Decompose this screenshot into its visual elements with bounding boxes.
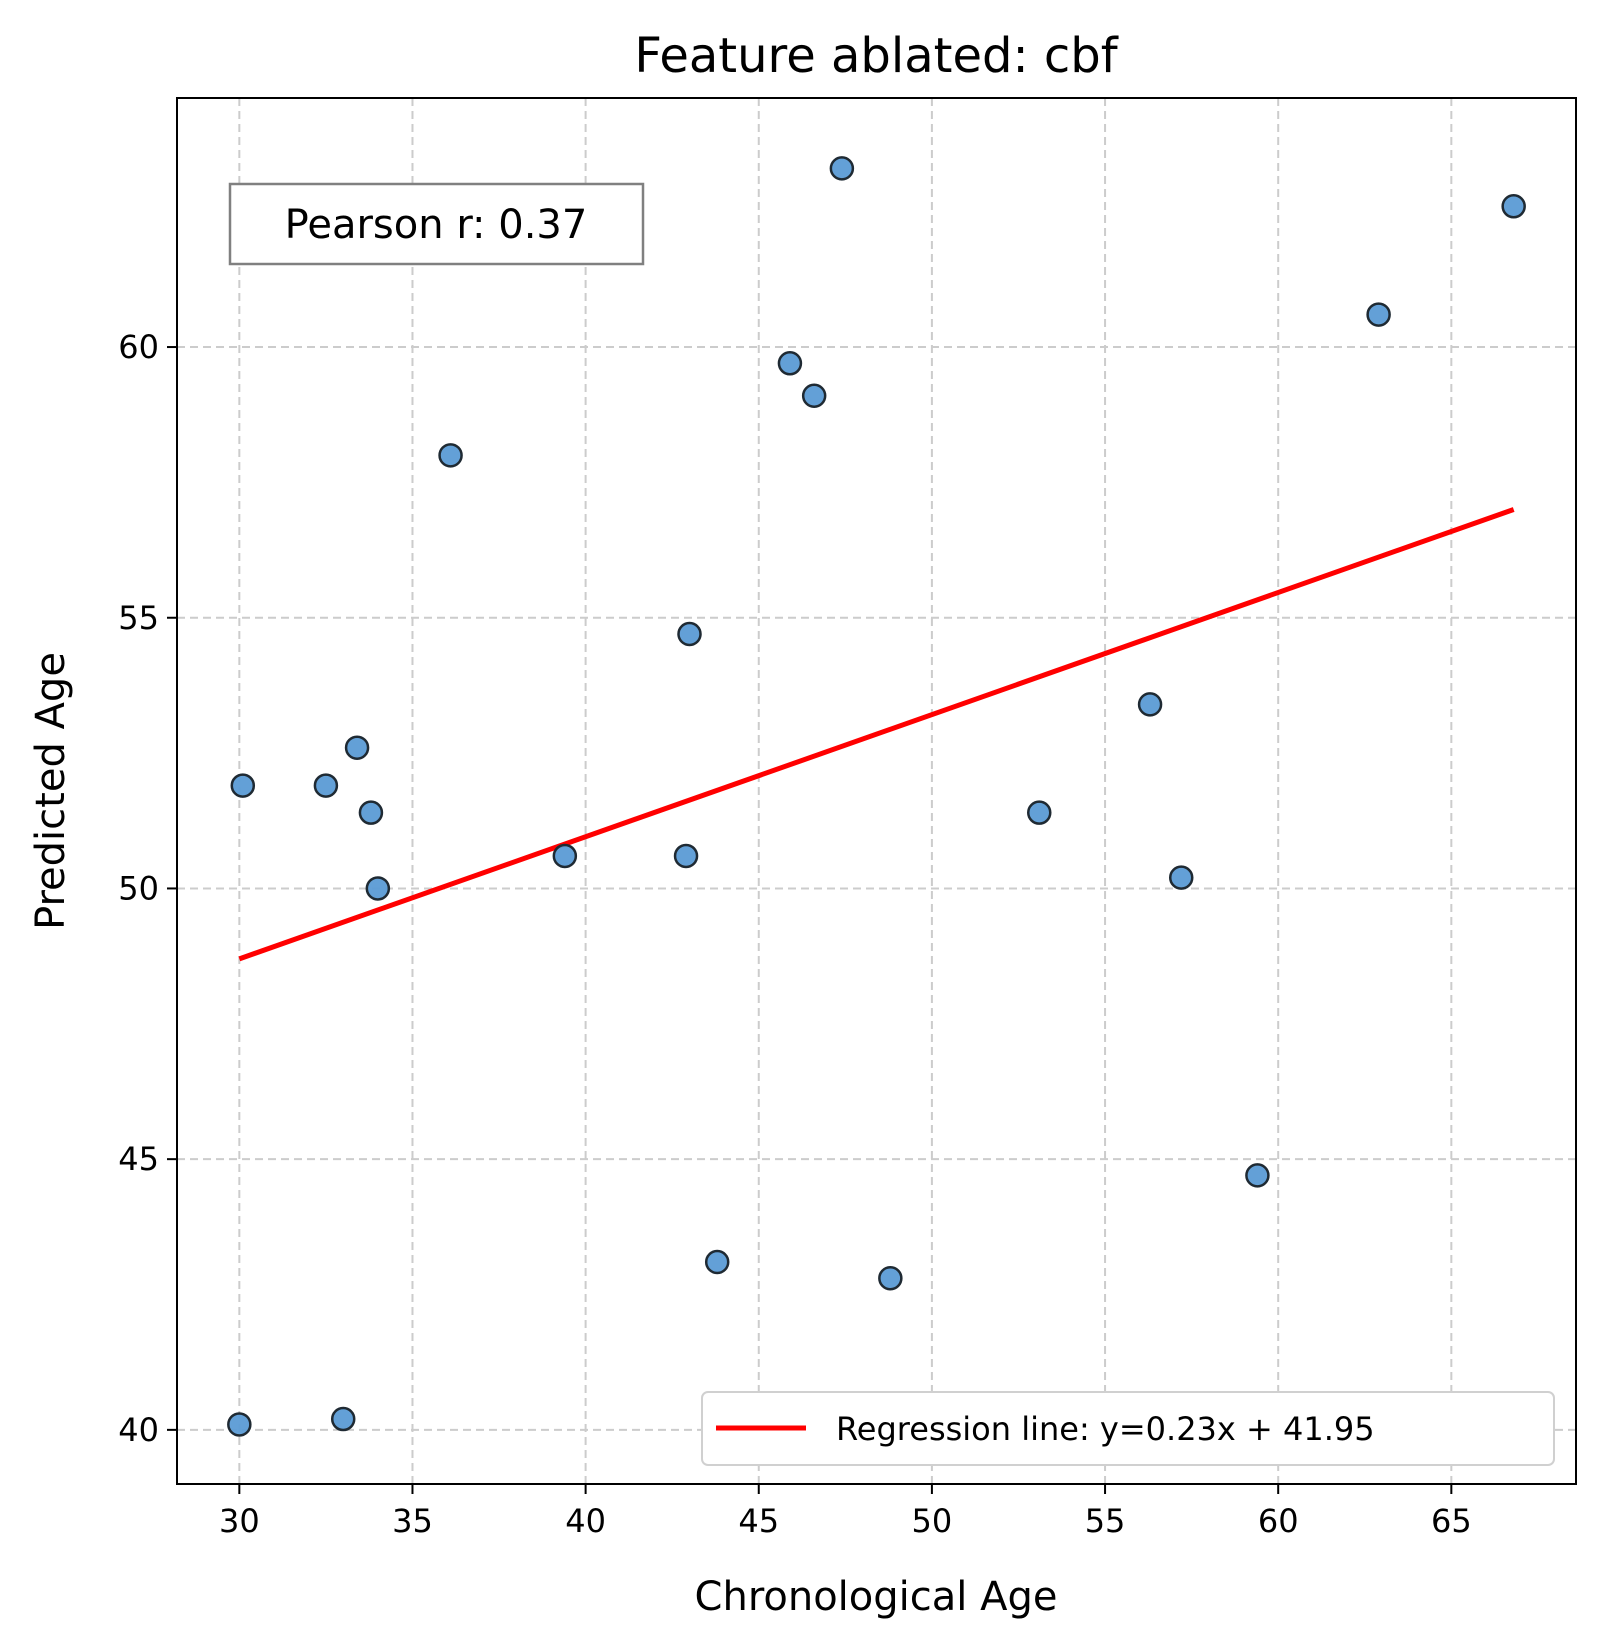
annotation-box (228, 182, 645, 266)
data-point (330, 1406, 356, 1432)
data-point (1168, 865, 1194, 890)
data-point (704, 1249, 730, 1275)
data-point (365, 876, 391, 901)
y-tick-label: 50 (118, 869, 159, 907)
regression-line-layer (238, 507, 1515, 962)
data-points (227, 156, 1526, 1437)
data-point (1501, 194, 1526, 219)
x-tick-label: 60 (1258, 1502, 1299, 1540)
x-tick-label: 65 (1431, 1502, 1472, 1540)
plot-frame (176, 97, 1577, 1485)
data-point (829, 156, 855, 181)
data-point (1137, 692, 1163, 717)
data-point (1245, 1163, 1270, 1188)
legend: Regression line: y=0.23x + 41.95 (701, 1391, 1555, 1466)
y-tick-label: 45 (118, 1140, 159, 1178)
x-tick-label: 45 (738, 1502, 779, 1540)
data-point (438, 443, 463, 468)
pearson-annotation: Pearson r: 0.37 (228, 182, 645, 266)
data-point (313, 773, 339, 798)
legend-label: Regression line: y=0.23x + 41.95 (836, 1410, 1375, 1448)
chart-title: Feature ablated: cbf (634, 28, 1118, 84)
y-axis-label: Predicted Age (28, 652, 74, 930)
data-point (673, 843, 699, 869)
x-tick-label: 55 (1085, 1502, 1126, 1540)
data-point (227, 1412, 252, 1437)
data-point (552, 843, 578, 869)
y-tick-label: 55 (118, 599, 159, 637)
data-point (677, 621, 702, 647)
data-point (230, 773, 256, 798)
x-tick-label: 40 (565, 1502, 606, 1540)
pearson-r-text: Pearson r: 0.37 (285, 202, 588, 248)
legend-box (701, 1391, 1555, 1466)
data-point (801, 383, 827, 409)
data-point (344, 735, 370, 760)
x-tick-label: 30 (219, 1502, 260, 1540)
x-tick-label: 35 (392, 1502, 433, 1540)
x-tick-label: 50 (912, 1502, 953, 1540)
y-tick-label: 60 (118, 328, 159, 366)
data-point (878, 1266, 903, 1291)
axis-ticks: 30 35 40 45 50 55 60 65 40 45 50 55 60 (118, 328, 1471, 1540)
data-point (1366, 302, 1391, 327)
data-point (1027, 800, 1052, 825)
regression-line (238, 507, 1515, 962)
y-tick-label: 40 (118, 1411, 159, 1449)
data-point (358, 800, 384, 825)
data-point (777, 351, 803, 376)
x-axis-label: Chronological Age (695, 1574, 1058, 1620)
